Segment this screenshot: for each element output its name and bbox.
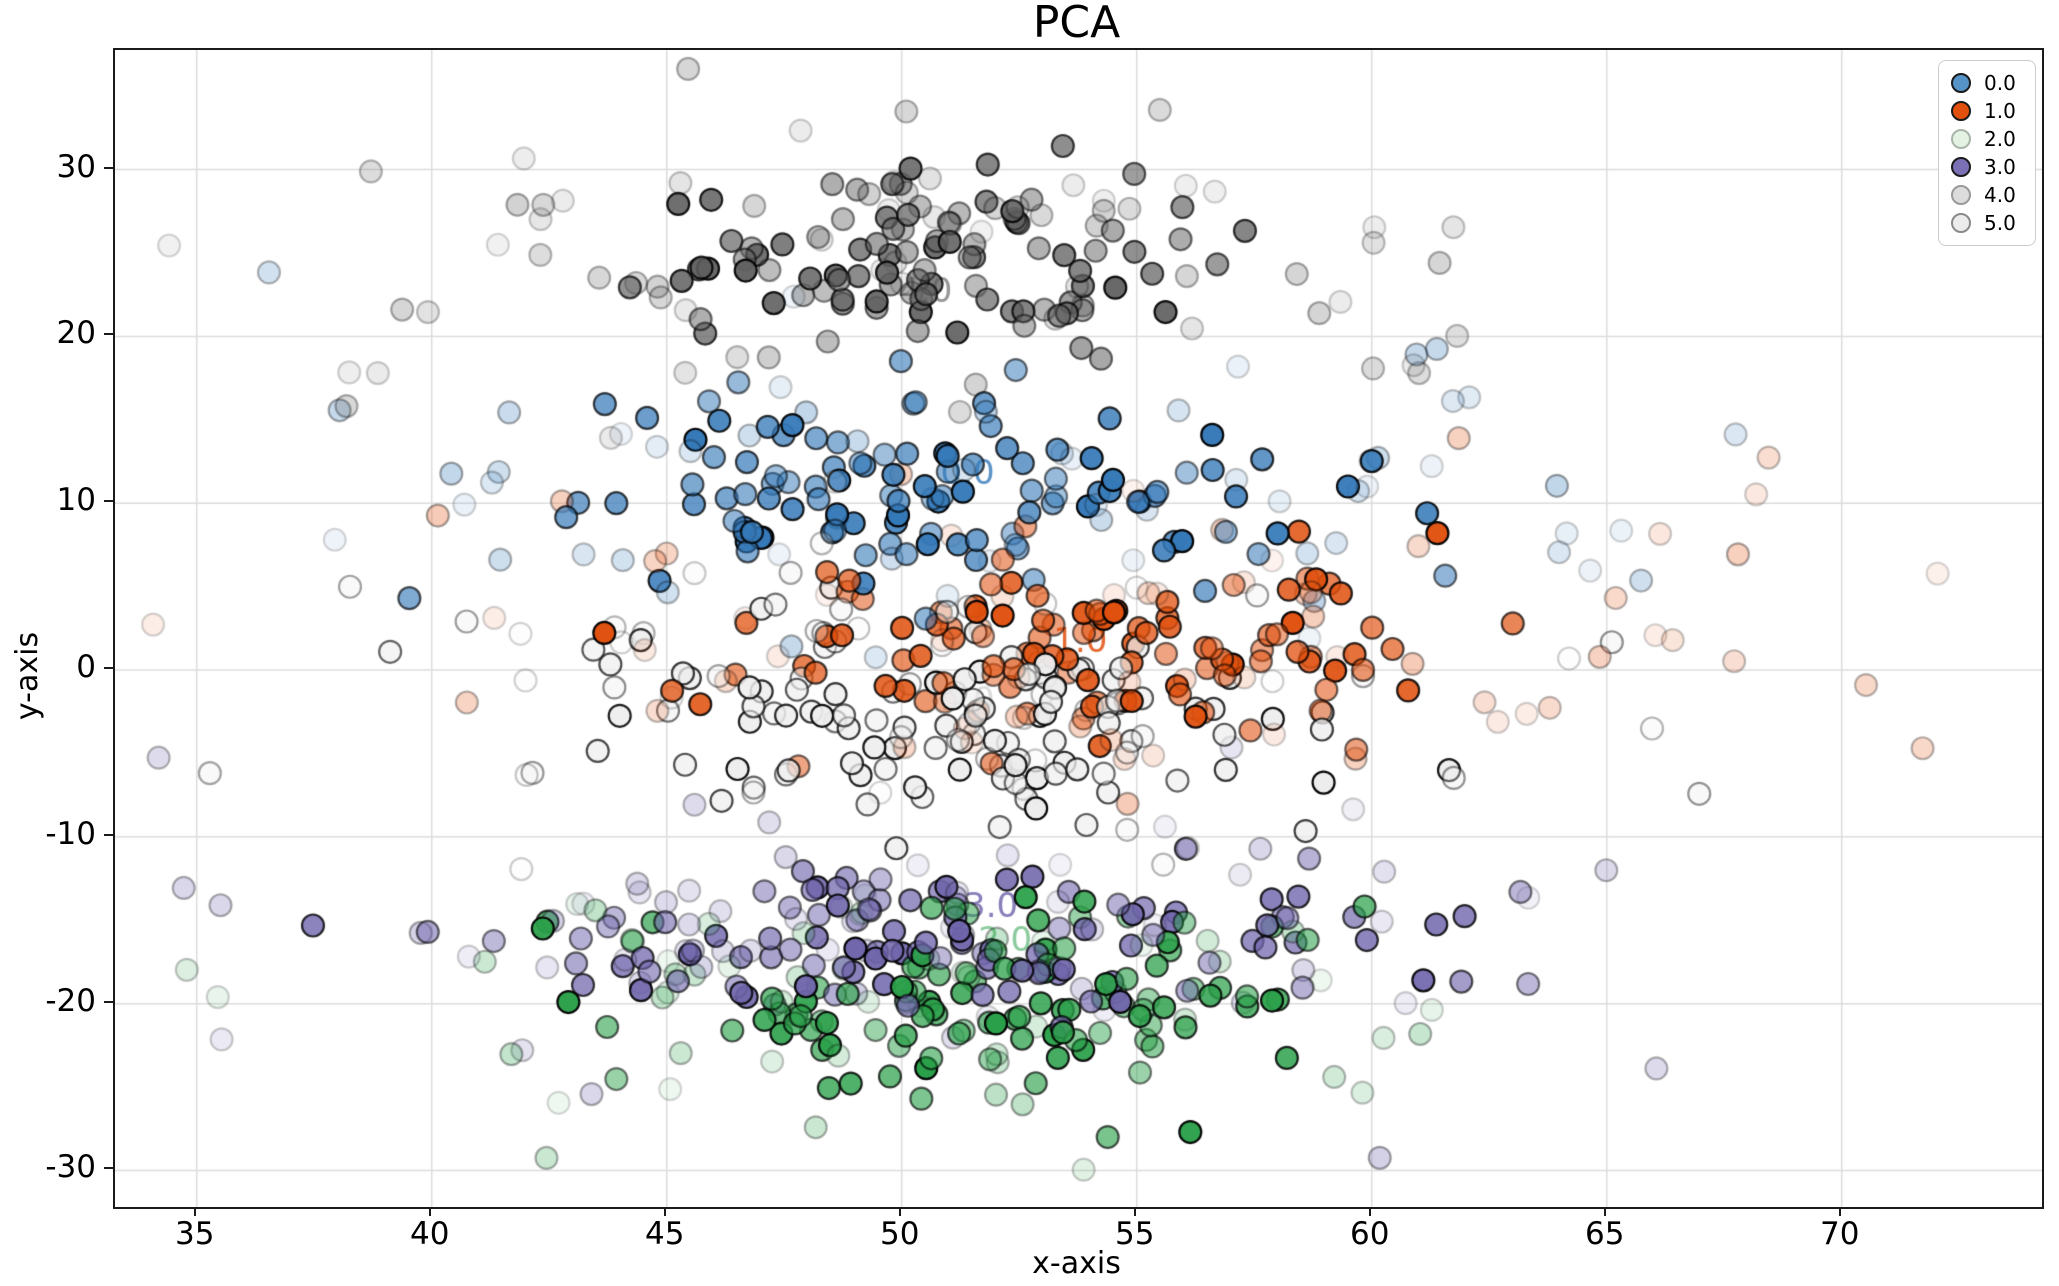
plot-area <box>113 48 2044 1209</box>
x-tick-mark <box>193 1207 196 1216</box>
legend-item: 4.0 <box>1951 181 2035 209</box>
x-tick-label: 60 <box>1350 1216 1390 1252</box>
y-tick-mark <box>104 166 113 169</box>
scatter-canvas <box>115 50 2042 1207</box>
x-tick-label: 35 <box>175 1216 215 1252</box>
x-tick-label: 55 <box>1115 1216 1155 1252</box>
legend-item: 1.0 <box>1951 97 2035 125</box>
chart-title: PCA <box>1032 0 1121 48</box>
legend-swatch-icon <box>1951 213 1971 233</box>
y-tick-mark <box>104 667 113 670</box>
legend-swatch-icon <box>1951 185 1971 205</box>
legend-label: 1.0 <box>1984 99 2016 123</box>
x-tick-label: 50 <box>880 1216 920 1252</box>
y-tick-label: 30 <box>56 148 96 185</box>
x-tick-label: 65 <box>1585 1216 1625 1252</box>
legend-item: 5.0 <box>1951 209 2035 237</box>
y-tick-label: 0 <box>76 649 96 686</box>
legend-item: 0.0 <box>1951 69 2035 97</box>
legend-label: 5.0 <box>1984 211 2016 235</box>
y-tick-label: 10 <box>56 482 96 519</box>
y-tick-label: -10 <box>45 815 96 852</box>
legend-label: 0.0 <box>1984 71 2016 95</box>
x-tick-label: 70 <box>1820 1216 1860 1252</box>
legend-swatch-icon <box>1951 157 1971 177</box>
legend-label: 2.0 <box>1984 127 2016 151</box>
x-tick-mark <box>1133 1207 1136 1216</box>
legend-item: 2.0 <box>1951 125 2035 153</box>
legend: 0.0 1.0 2.0 3.0 4.0 5.0 <box>1938 60 2036 246</box>
y-axis-label: y-axis <box>10 631 45 721</box>
y-tick-mark <box>104 500 113 503</box>
legend-label: 4.0 <box>1984 183 2016 207</box>
x-tick-mark <box>1368 1207 1371 1216</box>
x-tick-mark <box>428 1207 431 1216</box>
legend-swatch-icon <box>1951 101 1971 121</box>
y-tick-mark <box>104 333 113 336</box>
legend-swatch-icon <box>1951 73 1971 93</box>
x-tick-label: 40 <box>410 1216 450 1252</box>
x-tick-mark <box>898 1207 901 1216</box>
x-tick-label: 45 <box>645 1216 685 1252</box>
legend-item: 3.0 <box>1951 153 2035 181</box>
y-tick-mark <box>104 1000 113 1003</box>
y-tick-mark <box>104 833 113 836</box>
legend-swatch-icon <box>1951 129 1971 149</box>
x-tick-mark <box>663 1207 666 1216</box>
y-tick-label: -30 <box>45 1149 96 1186</box>
x-tick-mark <box>1838 1207 1841 1216</box>
x-axis-label: x-axis <box>1032 1246 1121 1281</box>
y-tick-label: 20 <box>56 315 96 352</box>
y-tick-label: -20 <box>45 982 96 1019</box>
y-tick-mark <box>104 1167 113 1170</box>
legend-label: 3.0 <box>1984 155 2016 179</box>
x-tick-mark <box>1603 1207 1606 1216</box>
